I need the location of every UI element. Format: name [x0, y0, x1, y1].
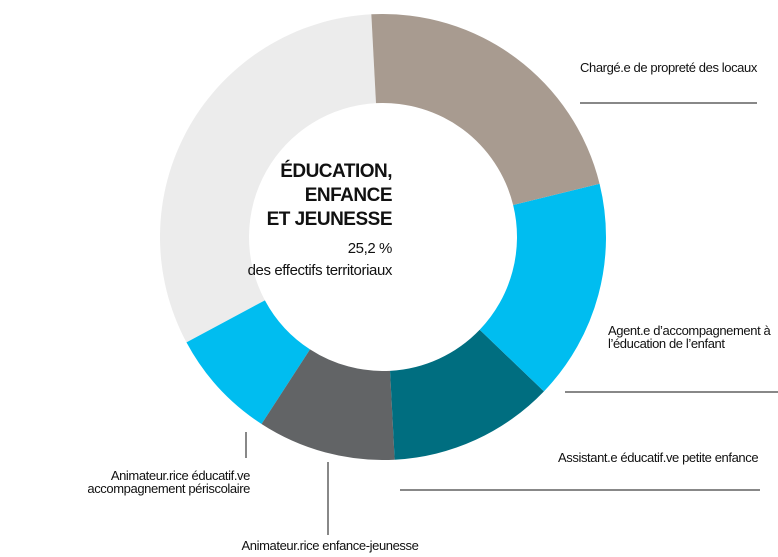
- slice-label: Assistant.e éducatif.ve petite enfance: [558, 450, 759, 465]
- slice: [261, 349, 395, 460]
- slice-label: Animateur.rice éducatif.ve accompagnemen…: [87, 468, 250, 496]
- slice: [186, 300, 311, 425]
- title: ENFANCE: [304, 185, 393, 206]
- slice-label: Chargé.e de propreté des locaux: [580, 60, 757, 75]
- slice-label: Agent.e d’accompagnement à l’éducation d…: [608, 323, 771, 351]
- center-text: ÉDUCATION, ENFANCE ET JEUNESSE 25,2 % de…: [210, 160, 393, 282]
- slice: [160, 14, 376, 343]
- title: ET JEUNESSE: [266, 209, 393, 230]
- slice: [371, 14, 600, 206]
- leader-lines: [245, 102, 778, 535]
- slice-label: Animateur.rice enfance-jeunesse: [241, 538, 419, 553]
- slice: [390, 329, 544, 460]
- title: ÉDUCATION,: [280, 161, 392, 182]
- subtitle: des effectifs territoriaux: [247, 262, 393, 279]
- slice: [479, 183, 606, 392]
- subtitle: 25,2 %: [347, 240, 393, 257]
